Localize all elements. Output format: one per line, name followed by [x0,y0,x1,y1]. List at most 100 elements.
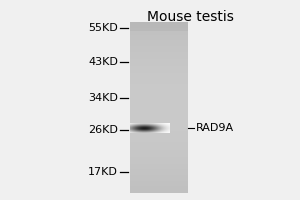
Bar [162,131,163,132]
Bar [138,130,139,131]
Bar [140,124,141,125]
Bar [138,127,139,128]
Bar [157,124,158,125]
Bar [159,125,160,126]
Bar [151,124,152,125]
Bar [164,129,165,130]
Bar [138,127,139,128]
Bar [152,123,153,124]
Bar [131,132,132,133]
Bar [151,132,152,133]
Bar [160,123,161,124]
Bar [162,127,163,128]
Bar [152,131,153,132]
Bar [136,129,137,130]
Bar [133,129,134,130]
Bar [143,131,144,132]
Bar [146,123,147,124]
Bar [142,125,143,126]
Bar [148,129,149,130]
Bar [161,128,162,129]
Bar [166,131,167,132]
Bar [148,123,149,124]
Bar [158,132,159,133]
Bar [135,127,136,128]
Bar [161,126,162,127]
Bar [144,126,145,127]
Bar [165,128,166,129]
Bar [140,127,141,128]
Bar [157,126,158,127]
Bar [168,132,169,133]
Bar [133,129,134,130]
Bar [132,129,133,130]
Bar [130,55,188,56]
Bar [139,126,140,127]
Bar [164,123,165,124]
Bar [152,124,153,125]
Bar [168,129,169,130]
Bar [130,100,188,102]
Bar [153,124,154,125]
Bar [133,132,134,133]
Bar [130,123,131,124]
Bar [149,128,150,129]
Bar [164,131,165,132]
Bar [145,125,146,126]
Bar [139,124,140,125]
Bar [169,123,170,124]
Bar [160,132,161,133]
Bar [161,125,162,126]
Bar [130,82,188,83]
Bar [167,124,168,125]
Bar [131,126,132,127]
Bar [145,124,146,125]
Bar [153,130,154,131]
Bar [167,130,168,131]
Bar [130,32,188,34]
Bar [133,128,134,129]
Bar [148,132,149,133]
Bar [165,130,166,131]
Bar [134,129,135,130]
Bar [151,123,152,124]
Bar [146,123,147,124]
Bar [130,132,188,134]
Bar [155,126,156,127]
Bar [141,130,142,131]
Bar [166,127,167,128]
Bar [144,128,145,129]
Bar [152,132,153,133]
Bar [166,123,167,124]
Bar [160,127,161,128]
Bar [130,67,188,69]
Bar [130,178,188,180]
Bar [137,125,138,126]
Bar [147,130,148,131]
Bar [132,132,133,133]
Bar [140,128,141,129]
Bar [167,129,168,130]
Bar [146,128,147,129]
Bar [138,126,139,127]
Bar [143,131,144,132]
Bar [130,108,188,110]
Bar [166,129,167,130]
Bar [167,132,168,133]
Bar [149,124,150,125]
Bar [154,129,155,130]
Bar [140,125,141,126]
Bar [134,131,135,132]
Bar [142,127,143,128]
Bar [161,124,162,125]
Bar [163,129,164,130]
Bar [131,128,132,129]
Bar [152,127,153,128]
Bar [130,128,131,129]
Bar [167,130,168,131]
Bar [137,130,138,131]
Bar [145,132,146,133]
Bar [169,128,170,129]
Bar [130,132,131,133]
Bar [145,123,146,124]
